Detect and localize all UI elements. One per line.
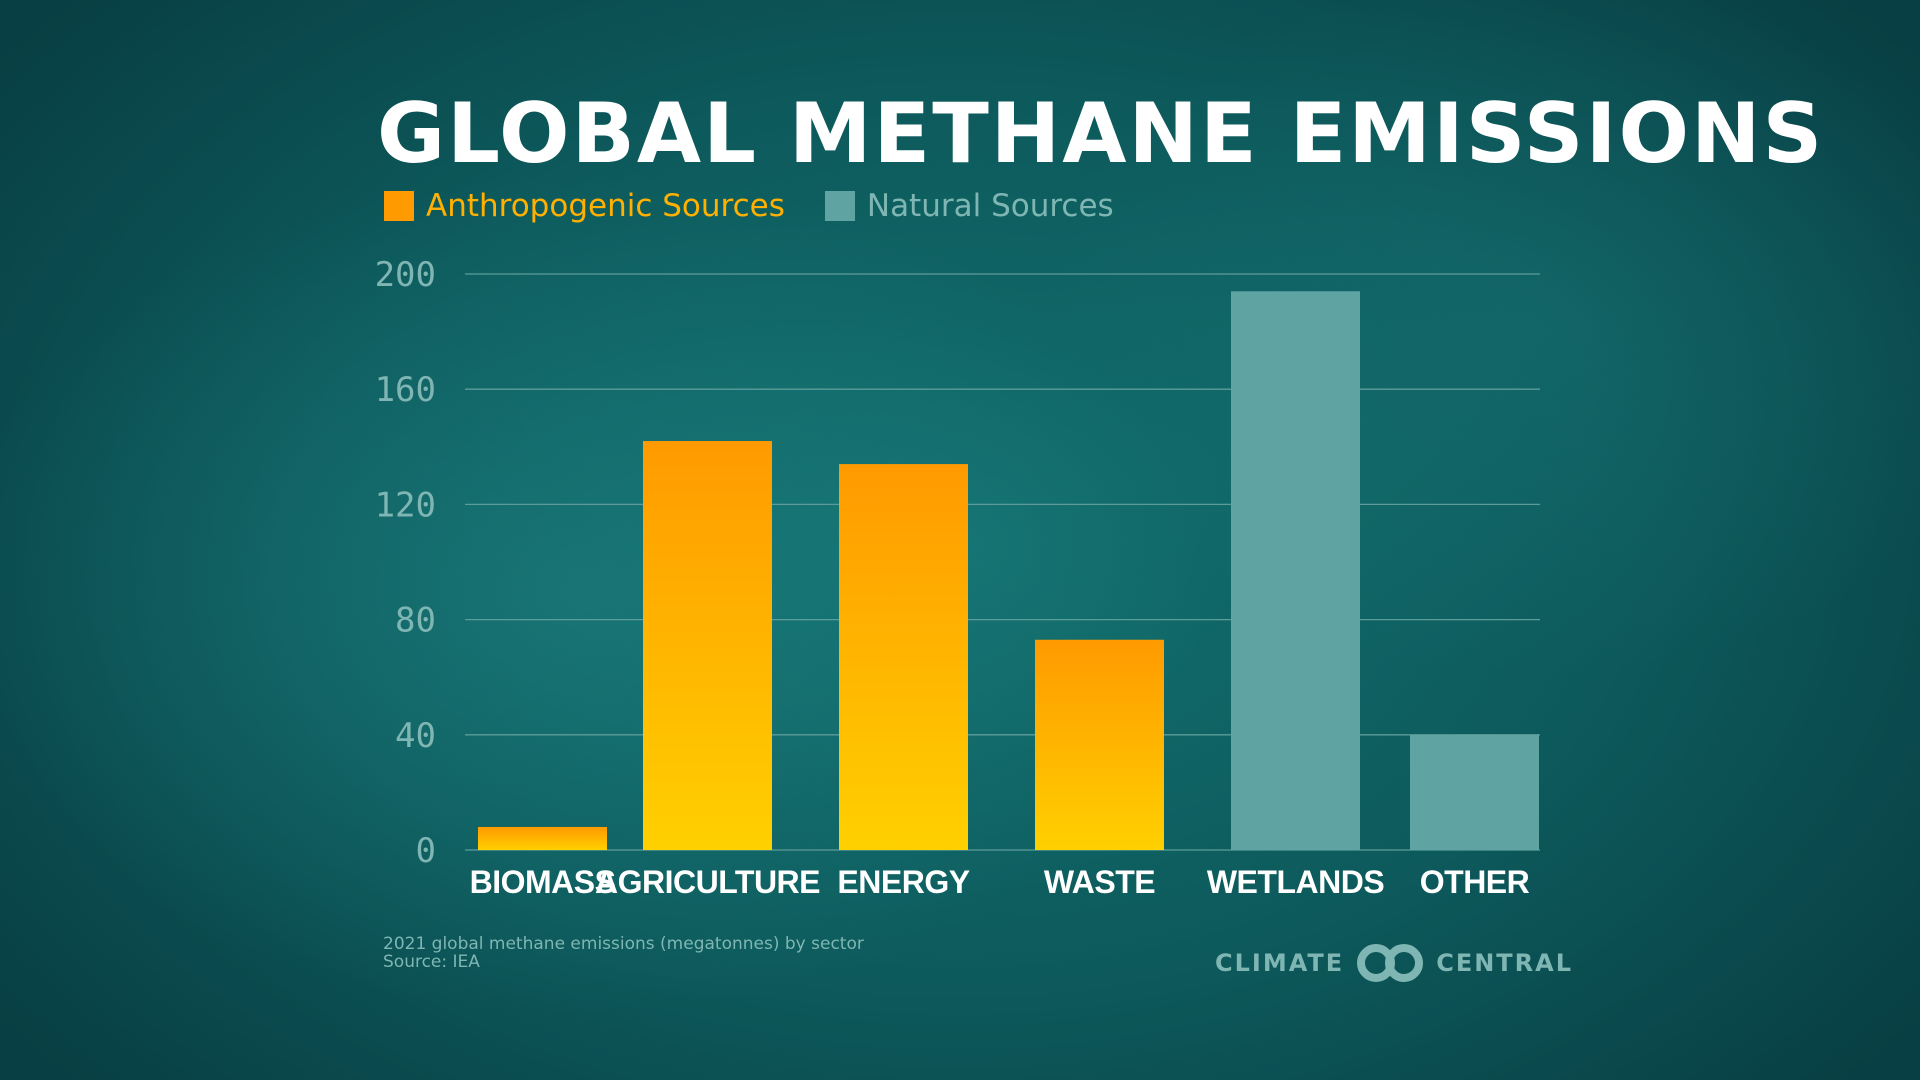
legend-item-anthropogenic: Anthropogenic Sources: [384, 188, 785, 224]
y-tick-label-120: 120: [375, 485, 436, 525]
legend-swatch-anthropogenic: [384, 191, 414, 221]
x-tick-label-wetlands: WETLANDS: [1207, 864, 1384, 900]
linked-circles-icon: [1357, 944, 1424, 982]
legend-label-anthropogenic: Anthropogenic Sources: [426, 188, 785, 224]
legend-item-natural: Natural Sources: [824, 188, 1114, 224]
bar-energy: [839, 464, 968, 850]
bar-agriculture: [643, 441, 772, 850]
bar-biomass: [478, 826, 607, 850]
bars: [478, 291, 1539, 850]
x-tick-label-waste: WASTE: [1044, 864, 1155, 900]
y-tick-label-40: 40: [395, 716, 436, 756]
gridlines: [465, 273, 1540, 851]
bar-wetlands: [1231, 291, 1360, 850]
brand-text-right: CENTRAL: [1436, 949, 1574, 977]
y-tick-label-200: 200: [375, 255, 436, 295]
x-tick-label-other: OTHER: [1420, 864, 1530, 900]
note-source: Source: IEA: [383, 952, 480, 972]
climate-central-logo: CLIMATE CENTRAL: [1215, 942, 1573, 984]
y-tick-label-80: 80: [395, 601, 436, 641]
note-description: 2021 global methane emissions (megatonne…: [383, 934, 864, 954]
bar-other: [1410, 734, 1539, 850]
chart-title: GLOBAL METHANE EMISSIONS: [377, 85, 1825, 182]
y-tick-label-160: 160: [375, 370, 436, 410]
bar-waste: [1035, 639, 1164, 850]
chart-note: 2021 global methane emissions (megatonne…: [383, 935, 864, 971]
x-tick-label-agriculture: AGRICULTURE: [595, 864, 820, 900]
legend-swatch-natural: [824, 191, 855, 221]
y-axis: 0 40 80 120 160 200: [375, 255, 436, 871]
brand-text-left: CLIMATE: [1215, 949, 1345, 977]
y-tick-label-0: 0: [416, 831, 436, 871]
legend: Anthropogenic Sources Natural Sources: [384, 188, 1140, 224]
legend-label-natural: Natural Sources: [866, 188, 1114, 224]
x-tick-label-energy: ENERGY: [837, 864, 969, 900]
x-tick-label-biomass: BIOMASS: [470, 864, 616, 900]
